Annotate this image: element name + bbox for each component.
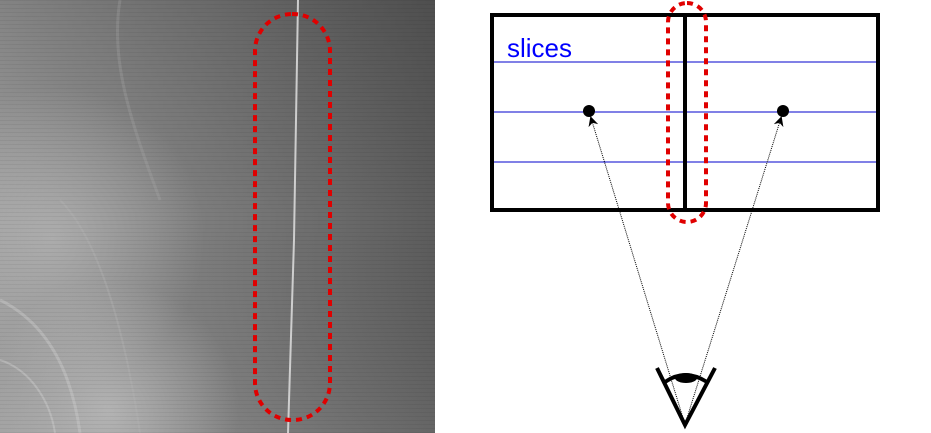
scan-image-panel	[0, 0, 435, 433]
diagram-panel: slices	[435, 0, 931, 433]
sample-point-left	[583, 105, 595, 117]
seam-highlight-outline	[666, 1, 708, 224]
sample-point-right	[777, 105, 789, 117]
seam-highlight-outline	[253, 12, 332, 422]
view-ray-right	[686, 116, 784, 419]
view-ray-left	[588, 116, 684, 419]
eye-icon	[655, 367, 717, 430]
slices-diagram: slices	[490, 1, 880, 430]
bright-seam-line	[287, 0, 299, 433]
scan-image	[0, 0, 435, 433]
slices-label: slices	[507, 33, 572, 63]
